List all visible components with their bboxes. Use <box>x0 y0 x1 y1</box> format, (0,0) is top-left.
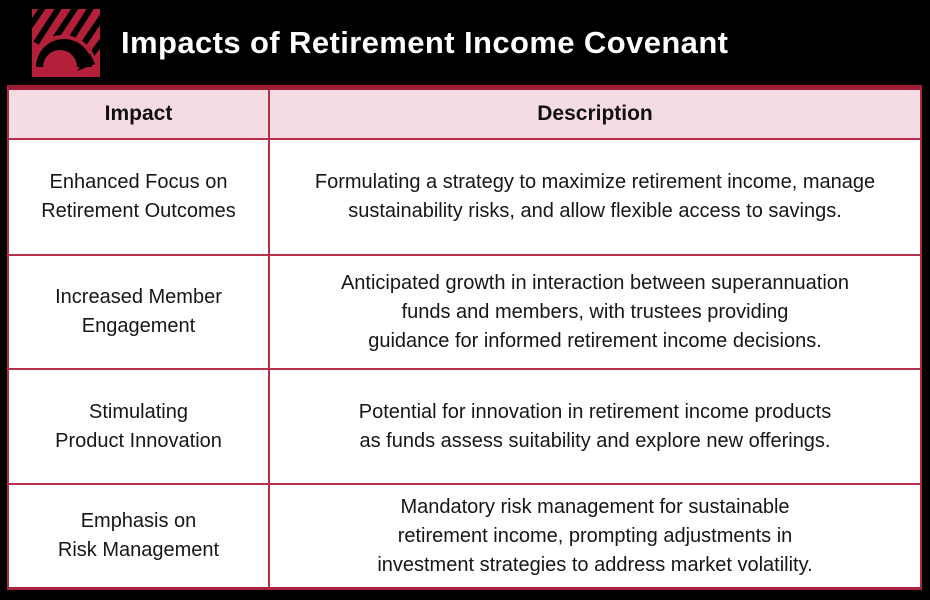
description-text: Potential for innovation in retirement i… <box>358 400 832 452</box>
page-title: Impacts of Retirement Income Covenant <box>121 24 729 60</box>
column-header-impact: Impact <box>9 90 270 140</box>
title-bar: Impacts of Retirement Income Covenant <box>0 0 930 85</box>
column-header-description: Description <box>270 90 920 140</box>
impact-cell-row-3: Stimulating Product Innovation <box>9 370 270 485</box>
impact-text: Emphasis on Risk Management <box>57 510 220 561</box>
impacts-table: Impact Description Enhanced Focus on Ret… <box>7 85 922 590</box>
impact-cell-row-1: Enhanced Focus on Retirement Outcomes <box>9 140 270 256</box>
impact-text: Stimulating Product Innovation <box>55 400 222 452</box>
description-cell-row-3: Potential for innovation in retirement i… <box>270 370 920 485</box>
description-text: Formulating a strategy to maximize retir… <box>314 171 876 222</box>
description-text: Mandatory risk management for sustainabl… <box>377 495 813 576</box>
arch-bridge-logo-icon <box>32 8 100 77</box>
description-cell-row-2: Anticipated growth in interaction betwee… <box>270 256 920 370</box>
impact-text: Increased Member Engagement <box>55 286 222 337</box>
description-cell-row-4: Mandatory risk management for sustainabl… <box>270 485 920 587</box>
impact-cell-row-2: Increased Member Engagement <box>9 256 270 370</box>
description-cell-row-1: Formulating a strategy to maximize retir… <box>270 140 920 256</box>
impact-cell-row-4: Emphasis on Risk Management <box>9 485 270 587</box>
description-text: Anticipated growth in interaction betwee… <box>340 271 850 352</box>
impact-text: Enhanced Focus on Retirement Outcomes <box>41 171 236 222</box>
